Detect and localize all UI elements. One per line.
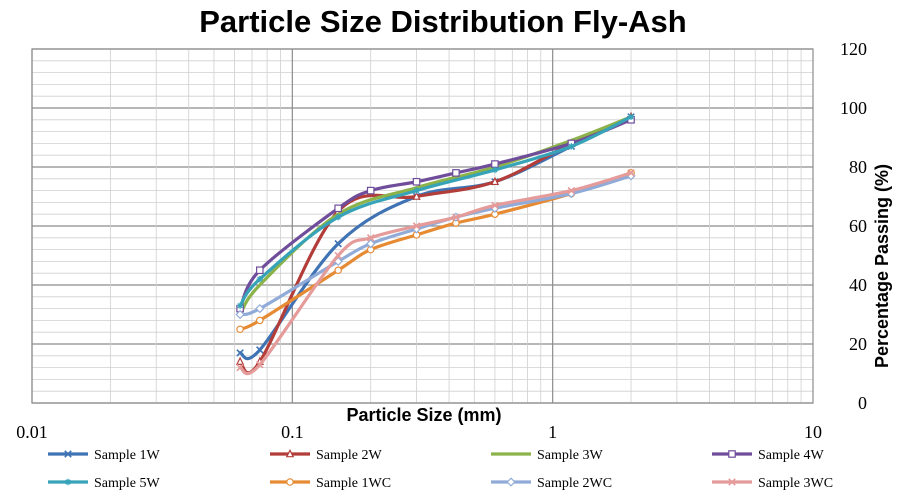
x-tick-label: 10 [804, 422, 822, 442]
legend-label: Sample 2WC [537, 476, 612, 491]
legend-label: Sample 1W [94, 448, 160, 463]
series-sample-2w [235, 111, 636, 375]
y-axis-title: Percentage Passing (%) [872, 164, 892, 368]
legend-item-sample-1wc: Sample 1WC [270, 476, 391, 491]
data-point-sample-5w [334, 213, 342, 221]
chart-title: Particle Size Distribution Fly-Ash [199, 4, 687, 39]
legend-label: Sample 1WC [316, 476, 391, 491]
data-point-sample-3wc [236, 363, 244, 372]
series-sample-5w [236, 113, 635, 309]
data-point-sample-3wc [256, 360, 264, 369]
data-point-sample-4w [452, 169, 460, 177]
x-tick-label: 1 [548, 422, 557, 442]
x-axis-title: Particle Size (mm) [346, 405, 501, 425]
legend-item-sample-3wc: Sample 3WC [712, 476, 833, 491]
legend-item-sample-3w: Sample 3W [491, 448, 603, 463]
data-point-sample-3wc [491, 201, 499, 210]
y-tick-label: 80 [849, 157, 867, 177]
legend: Sample 1W Sample 2W Sample 3W Sample 4W Samp… [48, 448, 833, 491]
series-sample-1w [236, 113, 635, 361]
legend-label: Sample 2W [316, 448, 382, 463]
data-point-sample-2w [412, 191, 421, 200]
y-tick-label: 40 [849, 275, 867, 295]
data-point-sample-1wc [256, 316, 264, 325]
y-tick-label: 0 [858, 393, 867, 413]
legend-marker [285, 448, 295, 458]
data-point-sample-2wc [235, 309, 245, 320]
plot-border [31, 48, 814, 404]
y-tick-label: 20 [849, 334, 867, 354]
legend-item-sample-2wc: Sample 2WC [491, 476, 612, 491]
data-point-sample-5w [491, 166, 499, 174]
x-tick-label: 0.01 [16, 422, 48, 442]
data-point-sample-2wc [255, 303, 265, 314]
data-point-sample-4w [256, 266, 264, 275]
x-tick-label: 0.1 [281, 422, 304, 442]
data-point-sample-2wc [366, 239, 376, 249]
y-tick-labels: 0 20 40 60 80 100 120 [840, 39, 867, 413]
x-tick-labels: 0.01 0.1 1 10 [16, 422, 822, 442]
data-point-sample-5w [627, 113, 635, 121]
data-point-sample-3wc [412, 222, 421, 230]
y-tick-label: 100 [840, 98, 867, 118]
series-line-sample-3wc [238, 171, 633, 376]
data-point-sample-1wc [334, 266, 342, 275]
legend-marker [64, 450, 72, 458]
legend-marker [506, 477, 516, 487]
data-point-sample-3wc [452, 213, 460, 221]
data-point-sample-3wc [627, 169, 635, 177]
data-point-sample-1w [236, 349, 244, 357]
data-point-sample-4w [366, 186, 375, 195]
legend-marker [728, 478, 736, 486]
legend-marker [286, 478, 294, 486]
data-point-sample-1wc [236, 325, 244, 334]
y-tick-label: 120 [840, 39, 867, 59]
data-point-sample-3wc [366, 234, 375, 242]
legend-marker [64, 478, 72, 486]
series-layer [235, 111, 636, 376]
data-point-sample-4w [334, 204, 342, 213]
data-point-sample-2w [235, 356, 245, 365]
data-point-sample-3wc [567, 186, 576, 195]
legend-label: Sample 3W [537, 448, 603, 463]
legend-item-sample-5w: Sample 5W [48, 476, 160, 491]
data-point-sample-5w [413, 187, 420, 194]
data-point-sample-3wc [334, 251, 342, 260]
data-point-sample-5w [568, 143, 575, 150]
series-sample-3wc [236, 169, 635, 376]
legend-item-sample-4w: Sample 4W [712, 448, 824, 463]
data-point-sample-1w [256, 346, 264, 354]
legend-marker [728, 450, 736, 458]
data-point-sample-4w [491, 160, 499, 168]
legend-label: Sample 4W [758, 448, 824, 463]
data-point-sample-5w [236, 302, 244, 309]
y-tick-label: 60 [849, 216, 867, 236]
data-point-sample-2w [490, 176, 500, 186]
data-point-sample-1w [334, 239, 342, 248]
data-point-sample-4w [412, 177, 421, 186]
legend-label: Sample 3WC [758, 476, 833, 491]
legend-label: Sample 5W [94, 476, 160, 491]
grid-lines [31, 48, 814, 404]
data-point-sample-5w [256, 275, 264, 283]
legend-item-sample-1w: Sample 1W [48, 448, 160, 463]
legend-item-sample-2w: Sample 2W [270, 448, 382, 463]
